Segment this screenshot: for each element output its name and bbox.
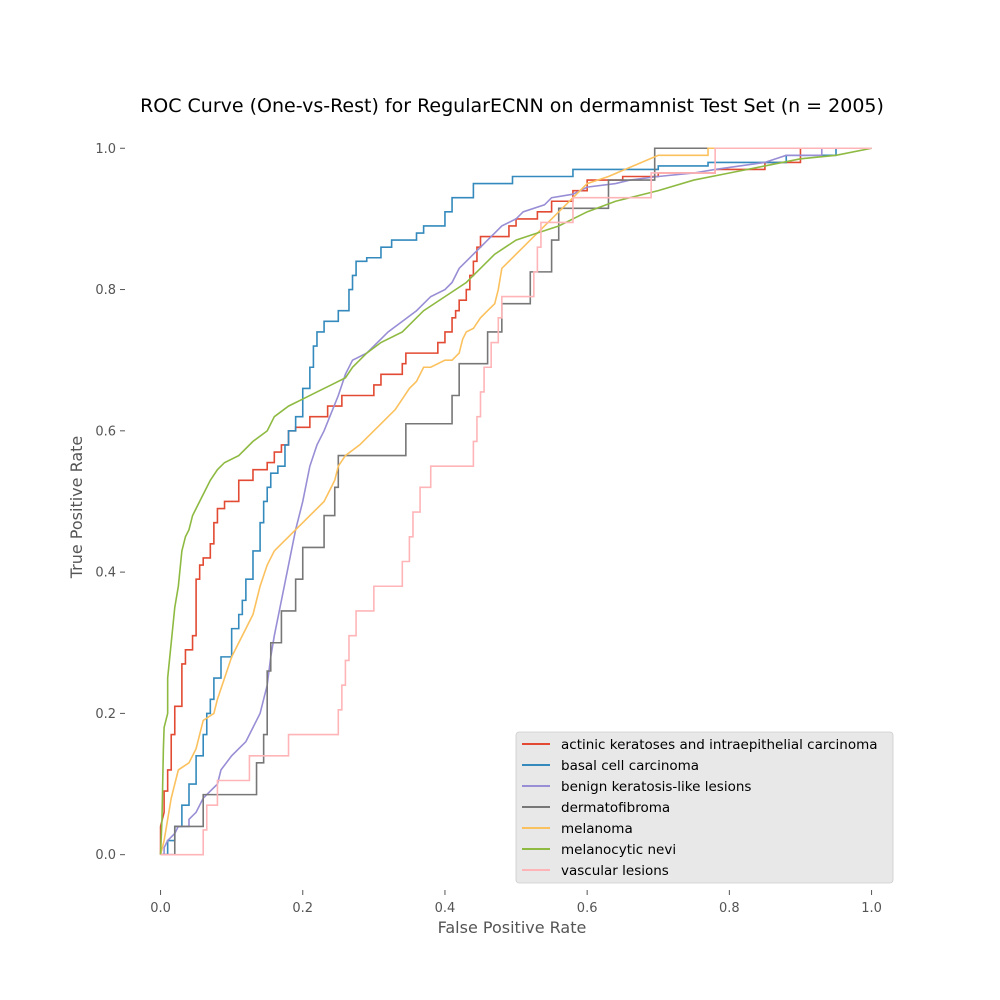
y-tick-label: 0.2 <box>95 707 116 722</box>
x-tick-label: 0.0 <box>150 901 171 916</box>
legend-label-melanocytic-nevi: melanocytic nevi <box>561 842 676 858</box>
roc-curve-basal-cell-carcinoma <box>160 147 872 856</box>
roc-curves <box>159 147 872 856</box>
y-axis-label: True Positive Rate <box>67 436 86 580</box>
y-tick-label: 0.6 <box>95 424 116 439</box>
chart-title: ROC Curve (One-vs-Rest) for RegularECNN … <box>140 95 884 117</box>
x-tick-label: 0.4 <box>435 901 456 916</box>
y-axis: 0.0 0.2 0.4 0.6 0.8 1.0 <box>95 142 125 863</box>
y-tick-label: 0.4 <box>95 566 116 581</box>
x-axis: 0.0 0.2 0.4 0.6 0.8 1.0 <box>150 890 882 916</box>
y-tick-label: 1.0 <box>95 142 116 157</box>
x-tick-label: 1.0 <box>861 901 882 916</box>
roc-curve-vascular-lesions <box>160 147 872 856</box>
roc-curve-melanocytic-nevi <box>159 147 872 855</box>
legend-box <box>515 731 894 884</box>
x-tick-label: 0.8 <box>719 901 740 916</box>
legend-label-melanoma: melanoma <box>561 821 633 837</box>
y-tick-label: 0.8 <box>95 283 116 298</box>
legend-label-basal-cell-carcinoma: basal cell carcinoma <box>561 758 699 774</box>
roc-curve-melanoma <box>159 147 872 855</box>
roc-curve-actinic-keratoses-and-intraepithelial-carcinoma <box>159 147 872 855</box>
x-tick-label: 0.6 <box>577 901 598 916</box>
legend-label-benign-keratosis-like-lesions: benign keratosis-like lesions <box>561 779 751 795</box>
x-tick-label: 0.2 <box>292 901 313 916</box>
legend-label-dermatofibroma: dermatofibroma <box>561 800 670 816</box>
y-tick-label: 0.0 <box>95 848 116 863</box>
roc-curve-dermatofibroma <box>160 147 872 856</box>
legend: actinic keratoses and intraepithelial ca… <box>515 731 894 884</box>
x-axis-label: False Positive Rate <box>438 918 587 937</box>
legend-label-vascular-lesions: vascular lesions <box>561 863 669 879</box>
legend-label-actinic-keratoses-and-intraepithelial-carcinoma: actinic keratoses and intraepithelial ca… <box>561 737 878 753</box>
roc-curve-benign-keratosis-like-lesions <box>160 147 872 856</box>
